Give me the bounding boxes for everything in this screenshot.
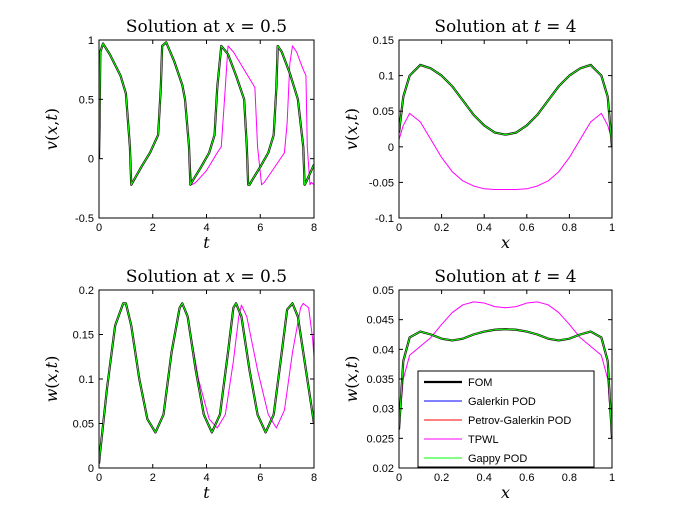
x-tick-label: 0.8 bbox=[562, 222, 577, 234]
x-tick-label: 0.6 bbox=[519, 222, 534, 234]
y-tick-label: -0.05 bbox=[369, 177, 394, 189]
x-tick-label: 0.2 bbox=[434, 222, 449, 234]
x-tick-label: 0.4 bbox=[477, 472, 492, 484]
y-tick-label: 0.5 bbox=[79, 94, 94, 106]
y-tick-label: 0.02 bbox=[373, 463, 394, 475]
series-tpwl bbox=[399, 112, 612, 191]
x-tick-label: 0 bbox=[96, 472, 102, 484]
y-tick-label: 0.2 bbox=[79, 285, 94, 297]
panel-2-xlabel: x bbox=[501, 233, 510, 252]
panel-3-ylabel: w(x,t) bbox=[42, 356, 61, 403]
x-tick-label: 0 bbox=[96, 222, 102, 234]
y-tick-label: 0.15 bbox=[73, 330, 94, 342]
x-tick-label: 0 bbox=[396, 222, 402, 234]
x-tick-label: 4 bbox=[203, 222, 209, 234]
series-gappy-pod bbox=[399, 64, 612, 147]
panel-1: 0 2 4 6 8-0.500.51 bbox=[75, 35, 317, 234]
x-tick-label: 4 bbox=[203, 472, 209, 484]
panel-3: 0 2 4 6 8 0 0.05 0.1 0.15 0.2 bbox=[73, 285, 317, 484]
x-tick-label: 2 bbox=[150, 222, 156, 234]
y-tick-label: 0.035 bbox=[366, 374, 394, 386]
y-tick-label: 0.05 bbox=[73, 419, 94, 431]
x-tick-label: 8 bbox=[311, 222, 317, 234]
x-tick-label: 2 bbox=[150, 472, 156, 484]
y-tick-label: 0 bbox=[88, 154, 94, 166]
axes-box bbox=[98, 289, 315, 469]
x-tick-label: 6 bbox=[257, 222, 263, 234]
x-tick-label: 0.4 bbox=[477, 222, 492, 234]
y-tick-label: 0.025 bbox=[366, 433, 394, 445]
legend: FOM Galerkin POD Petrov-Galerkin POD TPWL Ga… bbox=[417, 370, 595, 468]
y-tick-label: -0.1 bbox=[375, 213, 394, 225]
y-tick-label: 0.03 bbox=[373, 404, 394, 416]
panel-3-title: Solution at x = 0.5 bbox=[126, 267, 287, 287]
panel-2: 0 0.2 0.4 0.6 0.8 1 -0.1 -0.05 0 0.05 0.1 0.15 bbox=[369, 35, 615, 234]
x-tick-label: 0.8 bbox=[562, 472, 577, 484]
panel-2-title: Solution at t = 4 bbox=[434, 17, 576, 37]
x-tick-label: 0 bbox=[396, 472, 402, 484]
legend-label: FOM bbox=[468, 377, 492, 389]
y-tick-label: 1 bbox=[88, 35, 94, 47]
y-tick-label: -0.5 bbox=[75, 213, 94, 225]
y-tick-label: 0 bbox=[388, 142, 394, 154]
legend-box bbox=[417, 370, 595, 468]
x-tick-label: 8 bbox=[311, 472, 317, 484]
series-tpwl bbox=[399, 301, 612, 439]
panel-4-ylabel: w(x,t) bbox=[342, 356, 361, 403]
y-tick-label: 0.1 bbox=[379, 71, 394, 83]
y-tick-label: 0.15 bbox=[373, 35, 394, 47]
y-tick-label: 0.1 bbox=[79, 374, 94, 386]
axes-box bbox=[98, 39, 315, 219]
x-tick-label: 0.6 bbox=[519, 472, 534, 484]
legend-label: TPWL bbox=[468, 434, 499, 446]
panel-4-xlabel: x bbox=[501, 483, 510, 502]
legend-label: Gappy POD bbox=[468, 453, 527, 465]
y-tick-label: 0.05 bbox=[373, 285, 394, 297]
y-tick-label: 0 bbox=[88, 463, 94, 475]
panel-3-xlabel: t bbox=[203, 483, 210, 502]
panel-4: 0 0.2 0.4 0.6 0.8 1 0.02 0.025 0.03 0.035 0.04 0.04… bbox=[366, 285, 615, 484]
x-tick-label: 0.2 bbox=[434, 472, 449, 484]
axes-box bbox=[398, 39, 613, 219]
series-gappy-pod bbox=[399, 328, 612, 439]
panel-1-title: Solution at x = 0.5 bbox=[126, 17, 287, 37]
legend-label: Galerkin POD bbox=[468, 396, 536, 408]
series-fom bbox=[99, 41, 314, 186]
panel-4-title: Solution at t = 4 bbox=[434, 267, 576, 287]
series-gappy-pod bbox=[99, 41, 314, 186]
panel-1-xlabel: t bbox=[203, 233, 210, 252]
series-gappy-pod bbox=[99, 302, 314, 464]
x-tick-label: 6 bbox=[257, 472, 263, 484]
y-tick-label: 0.04 bbox=[373, 344, 394, 356]
x-tick-label: 1 bbox=[609, 472, 615, 484]
legend-label: Petrov-Galerkin POD bbox=[468, 415, 571, 427]
panel-1-ylabel: v(x,t) bbox=[42, 108, 61, 150]
y-tick-label: 0.045 bbox=[366, 315, 394, 327]
y-tick-label: 0.05 bbox=[373, 106, 394, 118]
x-tick-label: 1 bbox=[609, 222, 615, 234]
panel-2-ylabel: v(x,t) bbox=[342, 108, 361, 150]
